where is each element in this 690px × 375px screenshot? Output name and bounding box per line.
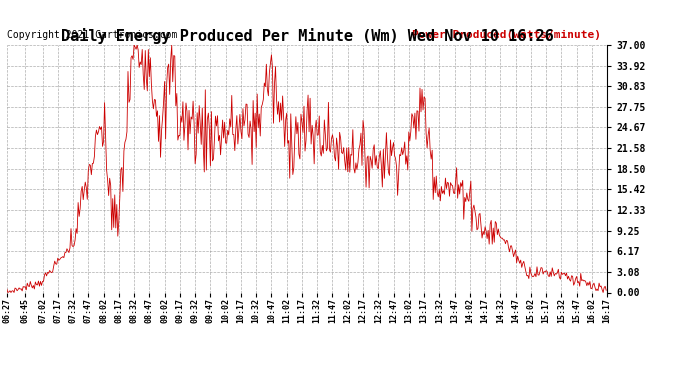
- Text: Power Produced(watts/minute): Power Produced(watts/minute): [412, 30, 601, 40]
- Title: Daily Energy Produced Per Minute (Wm) Wed Nov 10 16:26: Daily Energy Produced Per Minute (Wm) We…: [61, 28, 553, 44]
- Text: Copyright 2021 Cartronics.com: Copyright 2021 Cartronics.com: [7, 30, 177, 40]
